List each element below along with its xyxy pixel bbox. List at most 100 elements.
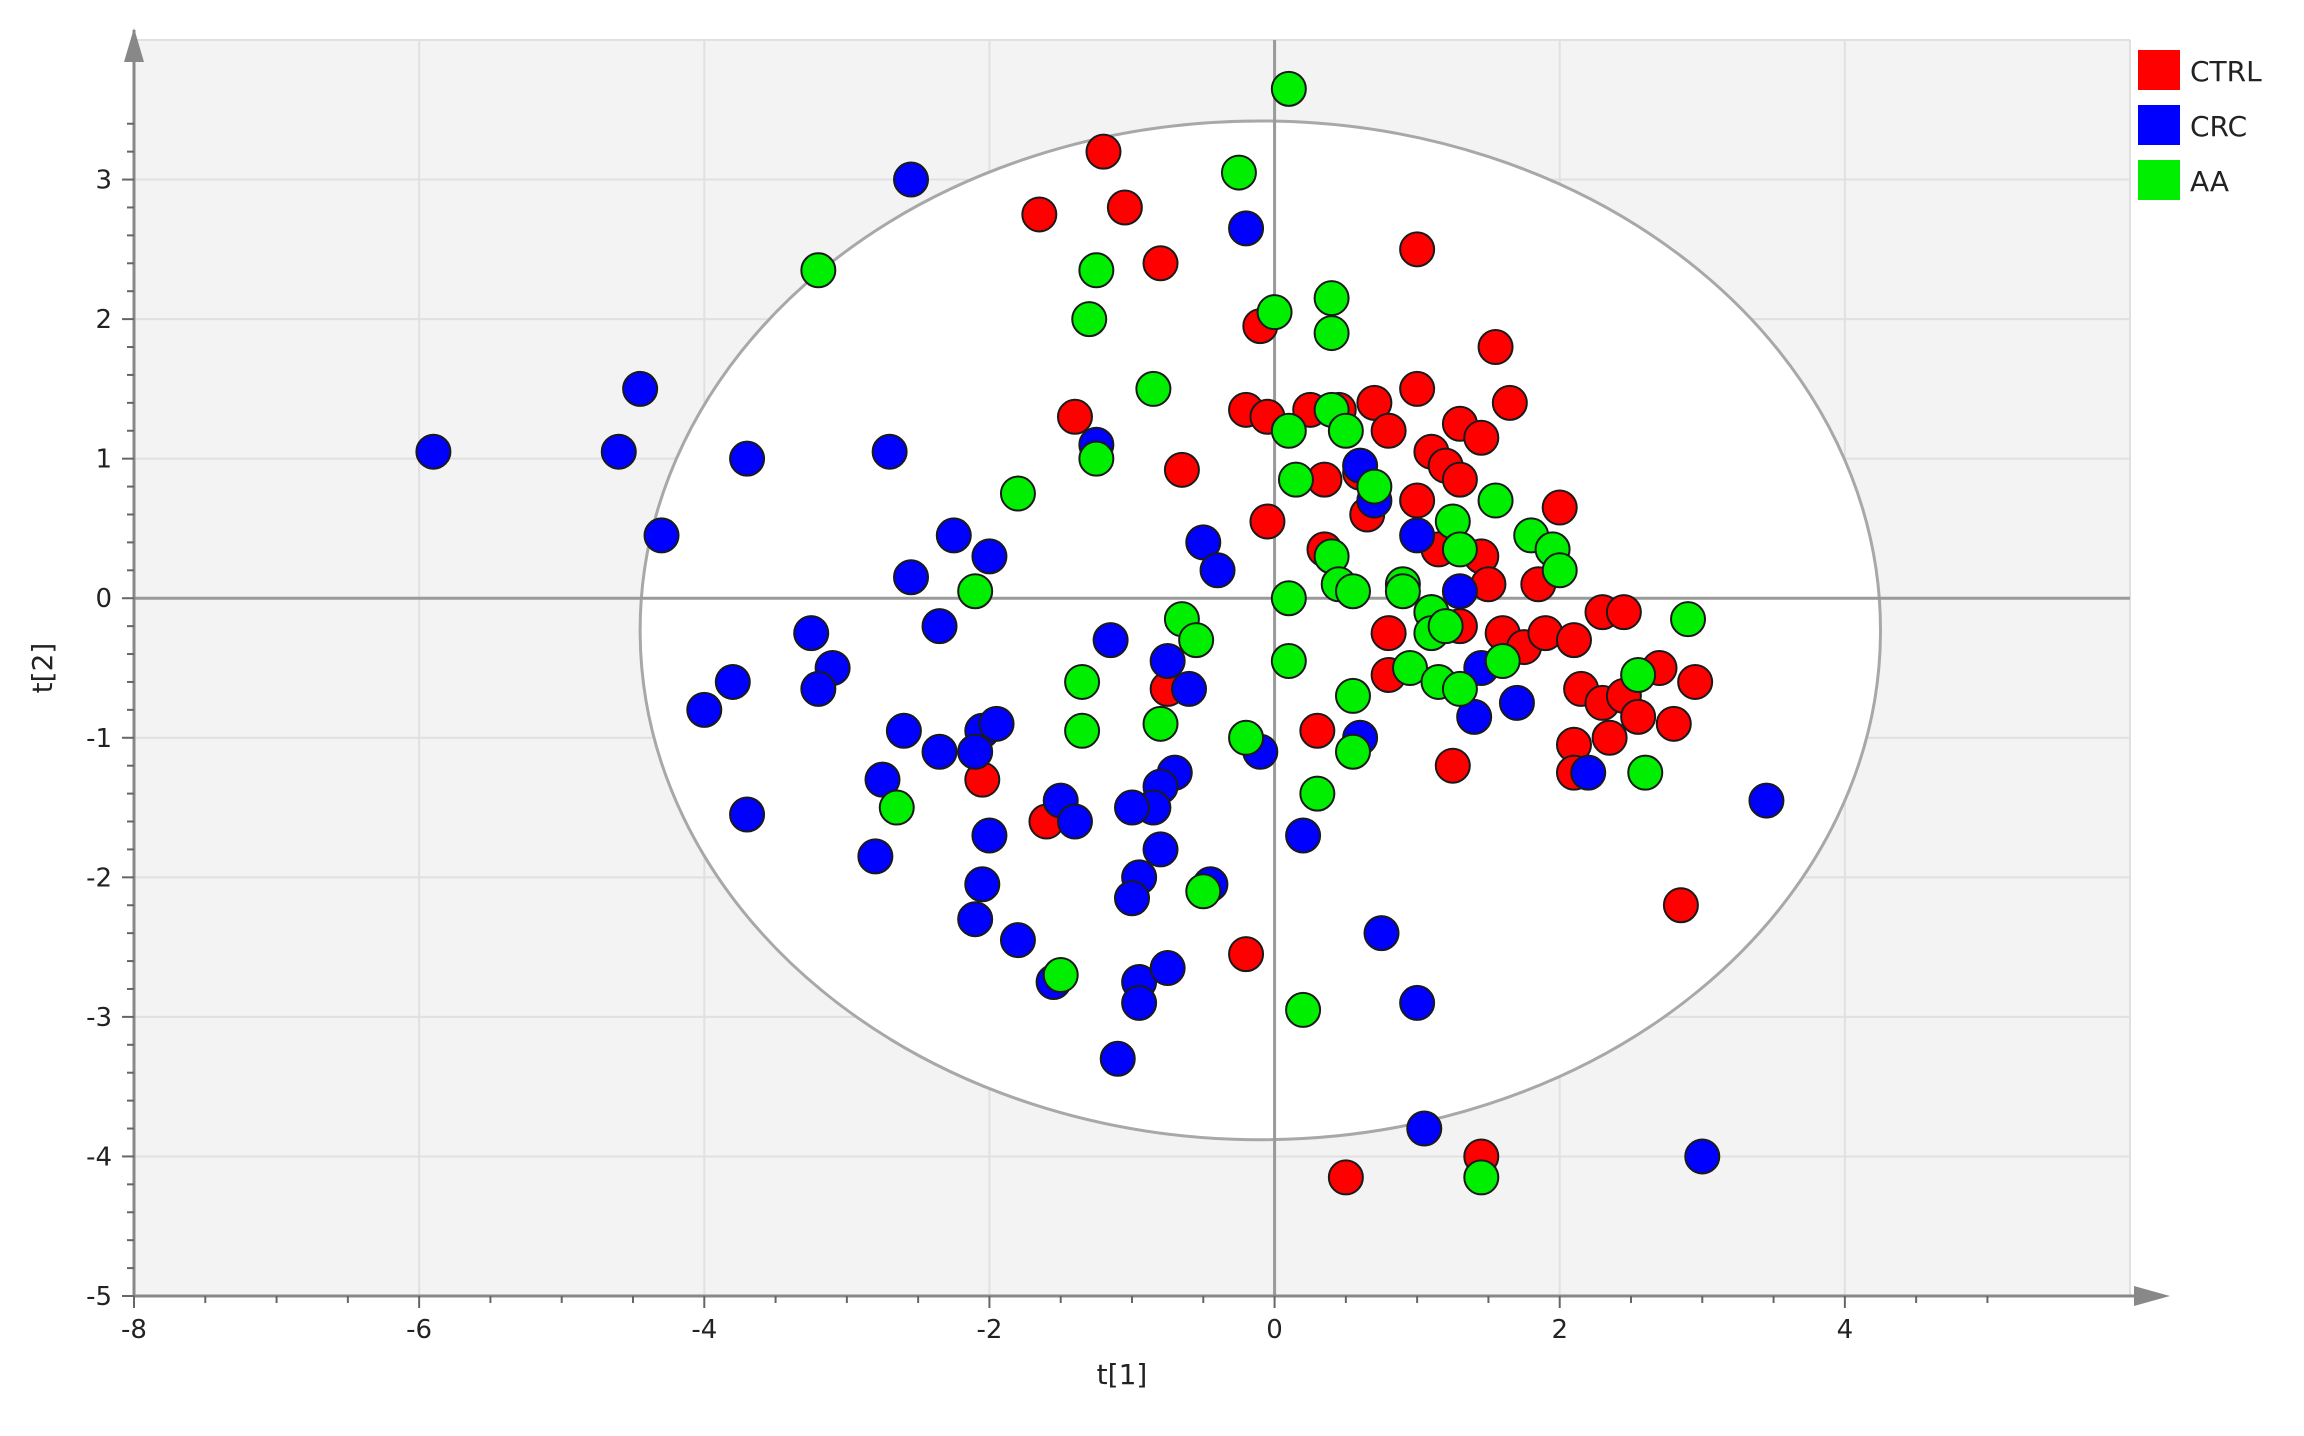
y-tick-label: -5 [86,1282,112,1312]
point-crc [1399,517,1436,554]
point-crc [978,705,1015,742]
point-aa [1441,531,1478,568]
point-ctrl [1441,461,1478,498]
point-ctrl [1327,1159,1364,1196]
point-aa [1135,370,1172,407]
point-aa [1270,643,1307,680]
y-axis-arrow [124,28,144,62]
point-ctrl [1477,329,1514,366]
point-aa [1220,154,1257,191]
point-aa [1334,677,1371,714]
point-aa [1334,573,1371,610]
legend-swatch-aa [2138,160,2180,200]
y-axis-title: t[2] [26,643,59,694]
point-aa [1327,412,1364,449]
point-crc [1099,1040,1136,1077]
point-ctrl [1163,451,1200,488]
point-ctrl [1142,245,1179,282]
point-crc [971,817,1008,854]
point-aa [1427,608,1464,645]
point-crc [1092,622,1129,659]
point-ctrl [1085,133,1122,170]
point-aa [1441,670,1478,707]
point-crc [1171,670,1208,707]
point-aa [1541,552,1578,589]
x-tick-label: 4 [1837,1315,1854,1345]
x-axis-title: t[1] [1097,1358,1148,1391]
point-ctrl [1591,719,1628,756]
point-crc [1498,684,1535,721]
confidence-ellipse [638,119,1883,1142]
point-crc [1228,210,1265,247]
point-aa [800,252,837,289]
point-aa [1484,643,1521,680]
point-aa [1620,656,1657,693]
point-crc [1684,1138,1721,1175]
legend-label-aa: AA [2190,165,2229,198]
point-aa [957,573,994,610]
point-crc [964,866,1001,903]
x-tick-label: 0 [1266,1315,1283,1345]
point-crc [686,691,723,728]
point-crc [871,433,908,470]
x-tick-label: -4 [691,1315,717,1345]
point-crc [1121,984,1158,1021]
point-crc [999,922,1036,959]
point-aa [1627,754,1664,791]
point-crc [893,161,930,198]
point-crc [1441,573,1478,610]
point-crc [1199,552,1236,589]
point-aa [1078,440,1115,477]
point-crc [643,517,680,554]
point-aa [1078,252,1115,289]
y-tick-label: -4 [86,1142,112,1172]
point-aa [1185,873,1222,910]
point-crc [885,712,922,749]
point-crc [921,733,958,770]
point-crc [1406,1110,1443,1147]
point-crc [921,608,958,645]
axes [122,28,2170,1308]
point-ctrl [1370,412,1407,449]
point-aa [1277,461,1314,498]
point-ctrl [1491,384,1528,421]
point-ctrl [1434,747,1471,784]
point-aa [1228,719,1265,756]
point-crc [857,838,894,875]
point-crc [800,670,837,707]
point-crc [415,433,452,470]
point-ctrl [1370,615,1407,652]
x-axis-arrow [2134,1286,2170,1306]
point-ctrl [1299,712,1336,749]
point-aa [1313,315,1350,352]
point-crc [1285,817,1322,854]
point-crc [1570,754,1607,791]
point-crc [1149,643,1186,680]
point-aa [1463,1159,1500,1196]
point-aa [1178,622,1215,659]
legend-label-ctrl: CTRL [2190,55,2262,88]
point-ctrl [1555,622,1592,659]
point-ctrl [1662,887,1699,924]
point-crc [957,901,994,938]
x-tick-label: 2 [1551,1315,1568,1345]
legend-swatch-ctrl [2138,50,2180,90]
point-crc [1114,880,1150,917]
point-aa [1384,573,1421,610]
point-aa [1356,468,1393,505]
point-aa [1270,412,1307,449]
point-crc [1399,984,1436,1021]
point-ctrl [1677,663,1714,700]
point-crc [971,538,1008,575]
tick-labels: -8 -6 -4 -2 0 2 4 -5 -4 -3 -2 -1 0 1 2 3 [86,166,1853,1345]
point-crc [893,559,930,596]
point-ctrl [1605,594,1642,631]
legend-swatch-crc [2138,105,2180,145]
point-crc [957,733,994,770]
point-aa [1392,650,1429,686]
point-aa [878,789,915,826]
point-crc [714,663,751,700]
point-ctrl [1056,398,1093,435]
point-aa [1477,482,1514,519]
